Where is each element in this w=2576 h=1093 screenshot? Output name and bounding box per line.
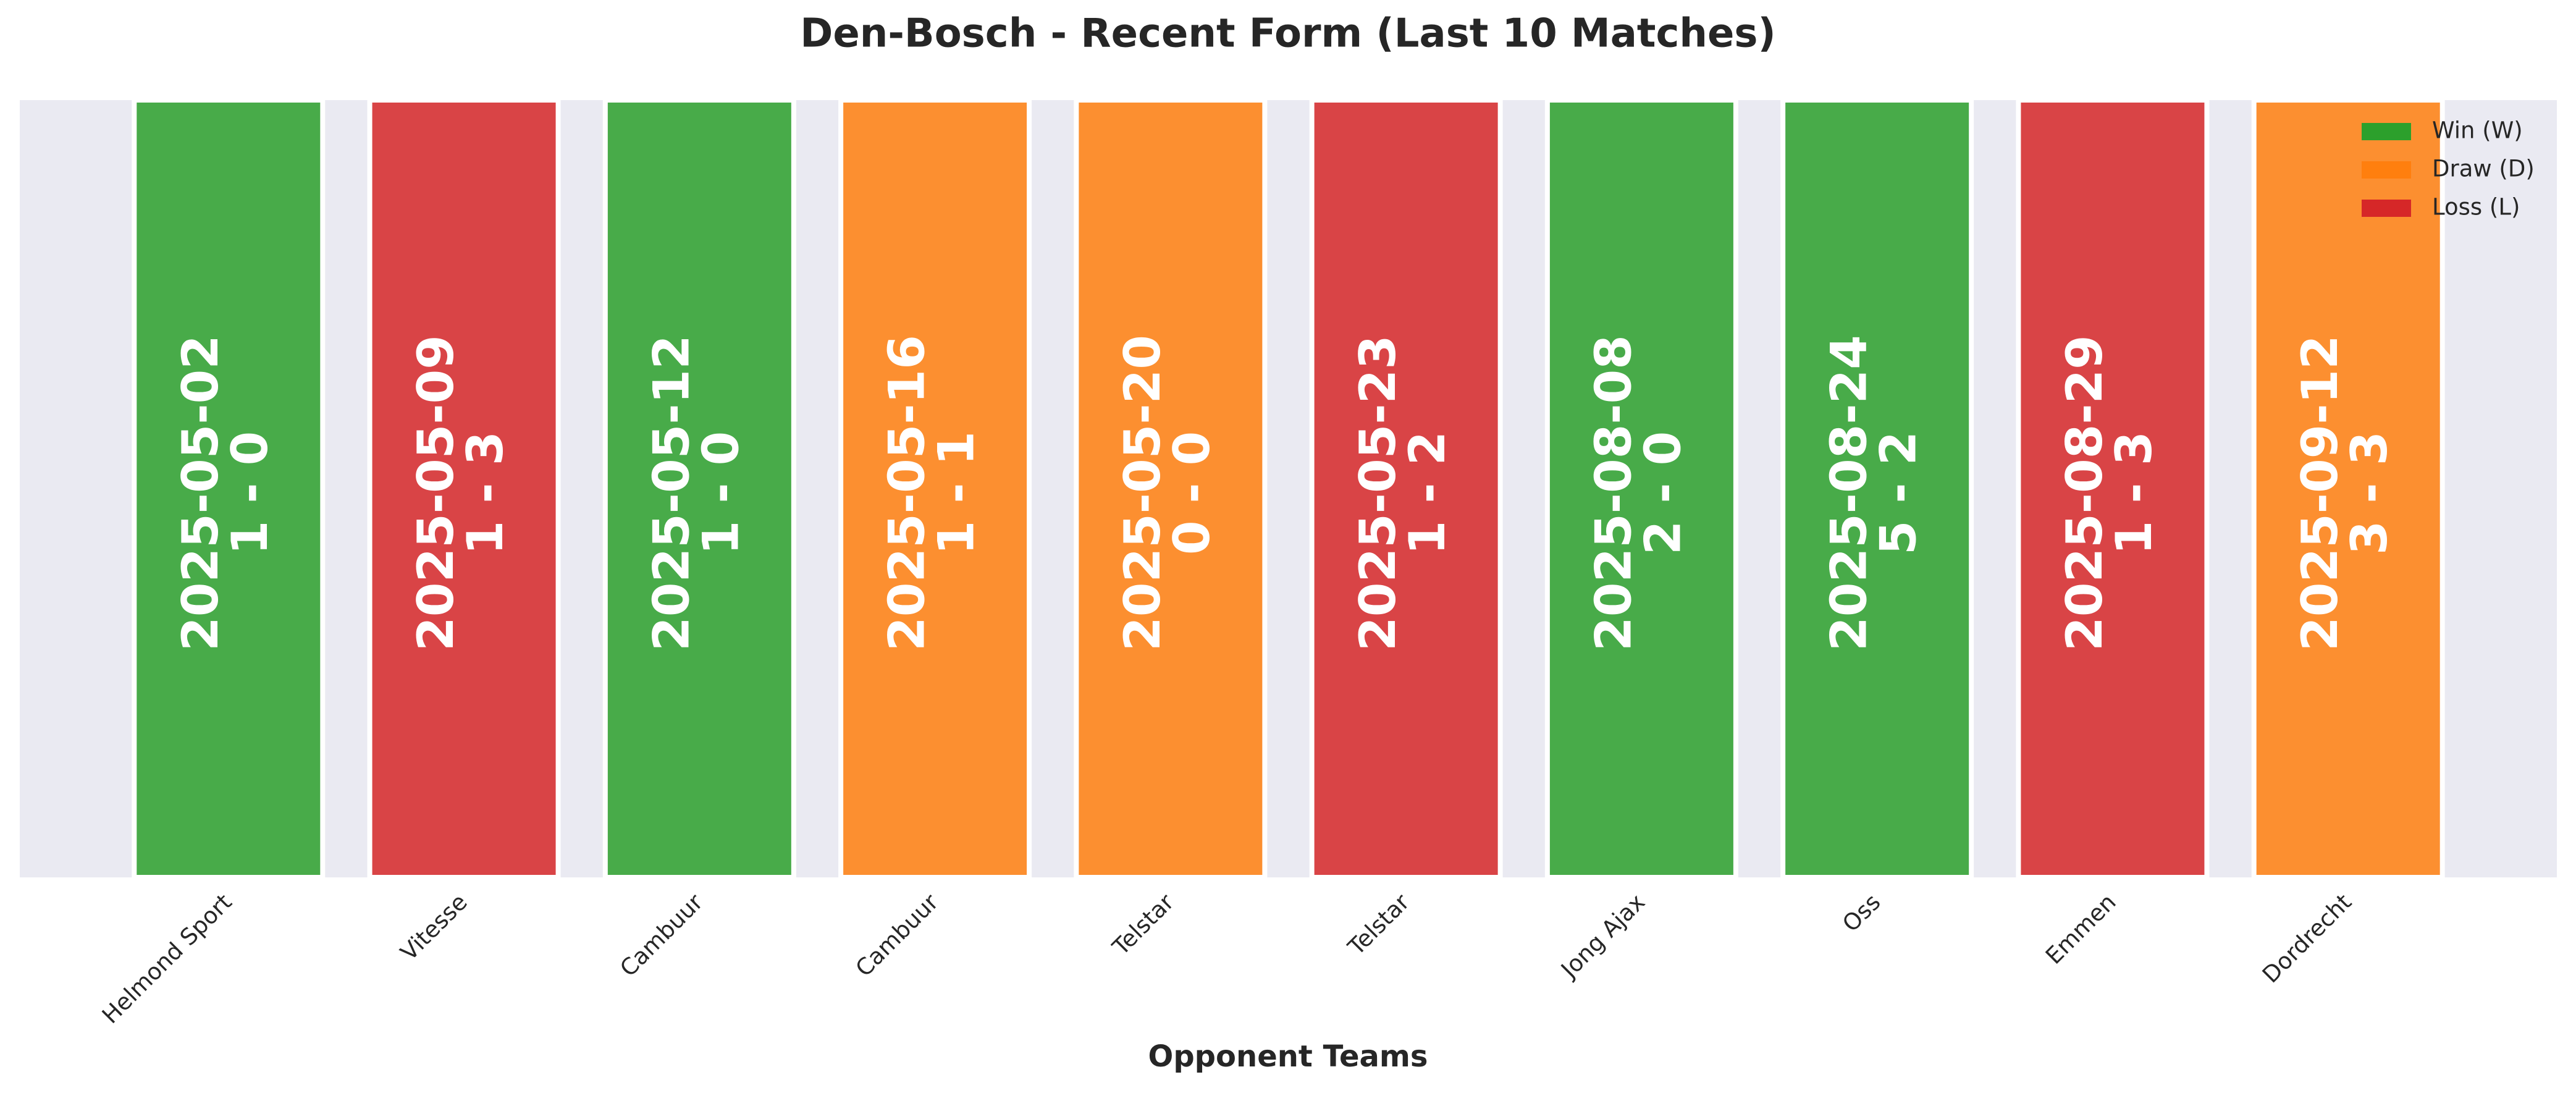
legend-swatch xyxy=(2362,123,2411,140)
bar xyxy=(2251,98,2445,880)
x-axis-label: Opponent Teams xyxy=(1148,1039,1428,1074)
bar-date-label: 2025-08-24 xyxy=(1820,335,1878,651)
legend-swatch xyxy=(2362,161,2411,179)
bar xyxy=(602,98,796,880)
bar-score-label: 2 - 0 xyxy=(1634,431,1691,555)
x-tick-label: Telstar xyxy=(1107,888,1179,961)
bar xyxy=(1780,98,1974,880)
legend-swatch xyxy=(2362,200,2411,217)
bar-score-label: 1 - 2 xyxy=(1399,431,1456,555)
x-tick-label: Telstar xyxy=(1342,888,1415,961)
bar-score-label: 0 - 0 xyxy=(1163,431,1221,555)
legend-label: Draw (D) xyxy=(2432,156,2535,182)
bar-date-label: 2025-05-23 xyxy=(1349,335,1407,651)
bar xyxy=(132,98,326,880)
bar-score-label: 1 - 3 xyxy=(457,431,514,555)
bar xyxy=(367,98,561,880)
bar-score-label: 1 - 0 xyxy=(692,431,749,555)
x-tick-label: Oss xyxy=(1837,888,1885,937)
bar xyxy=(1309,98,1503,880)
bar-date-label: 2025-05-09 xyxy=(407,335,465,651)
legend-label: Loss (L) xyxy=(2432,194,2520,221)
x-tick-label: Dordrecht xyxy=(2257,888,2357,988)
bar xyxy=(1544,98,1738,880)
x-tick-label: Jong Ajax xyxy=(1555,888,1650,984)
bar-date-label: 2025-05-02 xyxy=(172,335,229,651)
bar-date-label: 2025-08-29 xyxy=(2056,335,2113,651)
bar xyxy=(2016,98,2210,880)
x-tick-label: Helmond Sport xyxy=(97,888,237,1029)
legend-label: Win (W) xyxy=(2432,117,2523,144)
bar-date-label: 2025-05-12 xyxy=(642,335,700,651)
bar xyxy=(1074,98,1268,880)
x-tick-label: Cambuur xyxy=(851,888,944,982)
bar-date-label: 2025-09-12 xyxy=(2291,335,2349,651)
x-tick-label: Cambuur xyxy=(615,888,708,982)
bar-date-label: 2025-05-20 xyxy=(1114,335,1171,651)
chart-title: Den-Bosch - Recent Form (Last 10 Matches… xyxy=(800,11,1775,57)
x-tick-label: Emmen xyxy=(2040,888,2121,969)
x-tick-label: Vitesse xyxy=(395,888,473,966)
bar xyxy=(838,98,1032,880)
bar-score-label: 1 - 3 xyxy=(2105,431,2163,555)
bar-score-label: 1 - 1 xyxy=(928,431,985,555)
bar-date-label: 2025-08-08 xyxy=(1585,335,1642,651)
bar-date-label: 2025-05-16 xyxy=(878,335,936,651)
bar-score-label: 5 - 2 xyxy=(1870,431,1927,555)
bar-score-label: 3 - 3 xyxy=(2341,431,2398,555)
bar-score-label: 1 - 0 xyxy=(221,431,279,555)
